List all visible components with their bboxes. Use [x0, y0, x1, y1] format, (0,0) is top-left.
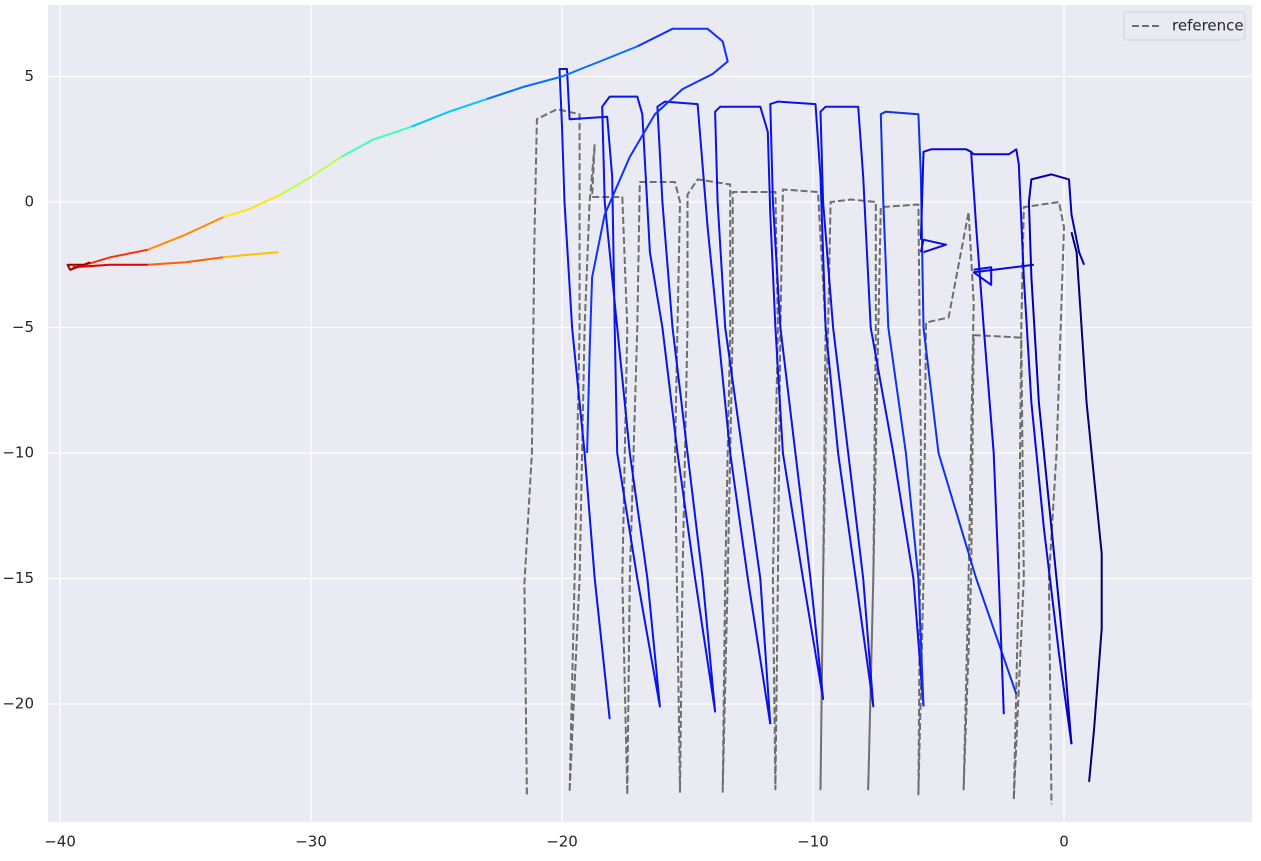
trajectory-line: [558, 68, 772, 725]
legend-label: reference: [1172, 17, 1244, 35]
trajectory-line: [222, 193, 282, 219]
ticks: −40 −30 −20 −10 0 5 0 −5 −10 −15 −20: [2, 67, 1068, 850]
trajectory-line: [147, 216, 224, 251]
y-tick-label: 0: [24, 193, 34, 211]
trajectory-line: [411, 98, 488, 128]
trajectory-line: [340, 125, 412, 158]
trajectory-line: [486, 45, 638, 101]
x-tick-label: −30: [295, 833, 327, 851]
y-tick-label: −20: [2, 695, 34, 713]
lines: [66, 27, 1103, 805]
legend: reference: [1123, 11, 1246, 41]
y-tick-label: −5: [12, 318, 34, 336]
trajectory-line: [714, 100, 925, 725]
legend-box: [1123, 11, 1246, 41]
trajectory-line: [523, 108, 1065, 805]
trajectory-line: [147, 256, 224, 266]
trajectory-line: [84, 248, 149, 266]
y-tick-label: 5: [24, 67, 34, 85]
trajectory-line: [280, 156, 342, 196]
trajectory-line: [223, 251, 279, 259]
trajectory-line: [970, 151, 1005, 715]
trajectory-line: [919, 148, 1073, 745]
x-tick-label: −10: [797, 833, 829, 851]
trajectory-line: [1027, 173, 1086, 745]
plot-area: [48, 5, 1252, 822]
x-tick-label: −20: [546, 833, 578, 851]
y-tick-label: −10: [2, 444, 34, 462]
x-tick-label: −40: [44, 833, 76, 851]
y-tick-label: −15: [2, 569, 34, 587]
trajectory-line: [919, 238, 947, 254]
trajectory-line: [72, 263, 148, 269]
trajectory-line: [879, 110, 1018, 707]
x-tick-label: 0: [1059, 833, 1069, 851]
trajectory-line: [972, 263, 1035, 286]
trajectory-line: [586, 27, 729, 454]
trajectory-line: [1070, 231, 1103, 782]
